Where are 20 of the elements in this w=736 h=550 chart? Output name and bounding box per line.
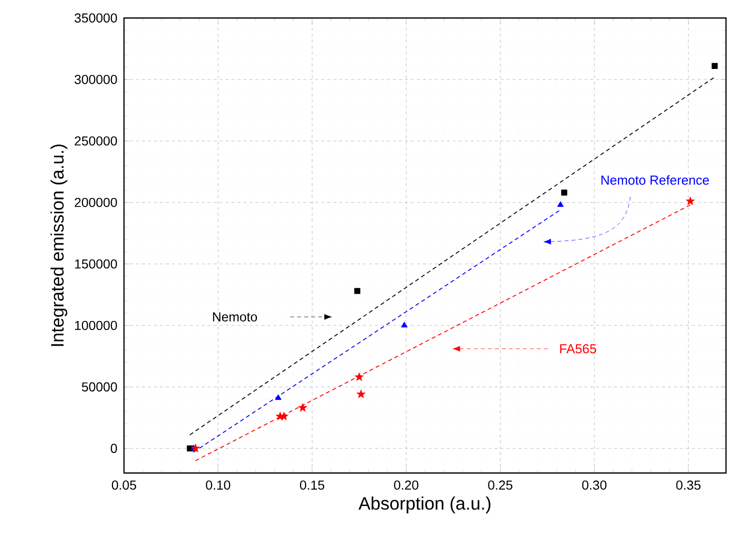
annotation: Nemoto Reference bbox=[601, 175, 709, 185]
y-axis-title: Integrated emission (a.u.) bbox=[50, 144, 68, 346]
y-tick-label: 300000 bbox=[74, 74, 117, 84]
x-tick-label: 0.30 bbox=[582, 480, 606, 490]
y-tick-label: 100000 bbox=[75, 320, 117, 330]
x-axis-title: Absorption (a.u.) bbox=[358, 496, 490, 514]
x-tick-label: 0.25 bbox=[488, 480, 512, 490]
x-tick-label: 0.20 bbox=[394, 480, 418, 490]
y-tick-label: 50000 bbox=[82, 382, 117, 392]
y-tick-label: 250000 bbox=[74, 136, 117, 146]
x-tick-label: 0.15 bbox=[300, 480, 324, 490]
x-tick-label: 0.10 bbox=[206, 480, 230, 490]
y-tick-label: 200000 bbox=[74, 198, 117, 208]
annotation: FA565 bbox=[560, 344, 596, 354]
y-tick-label: 150000 bbox=[75, 259, 117, 269]
annotation: Nemoto bbox=[213, 312, 257, 322]
y-tick-label: 0 bbox=[110, 444, 117, 453]
y-tick-label: 350000 bbox=[74, 13, 117, 23]
x-tick-label: 0.05 bbox=[112, 480, 136, 490]
x-tick-label: 0.35 bbox=[676, 480, 700, 490]
